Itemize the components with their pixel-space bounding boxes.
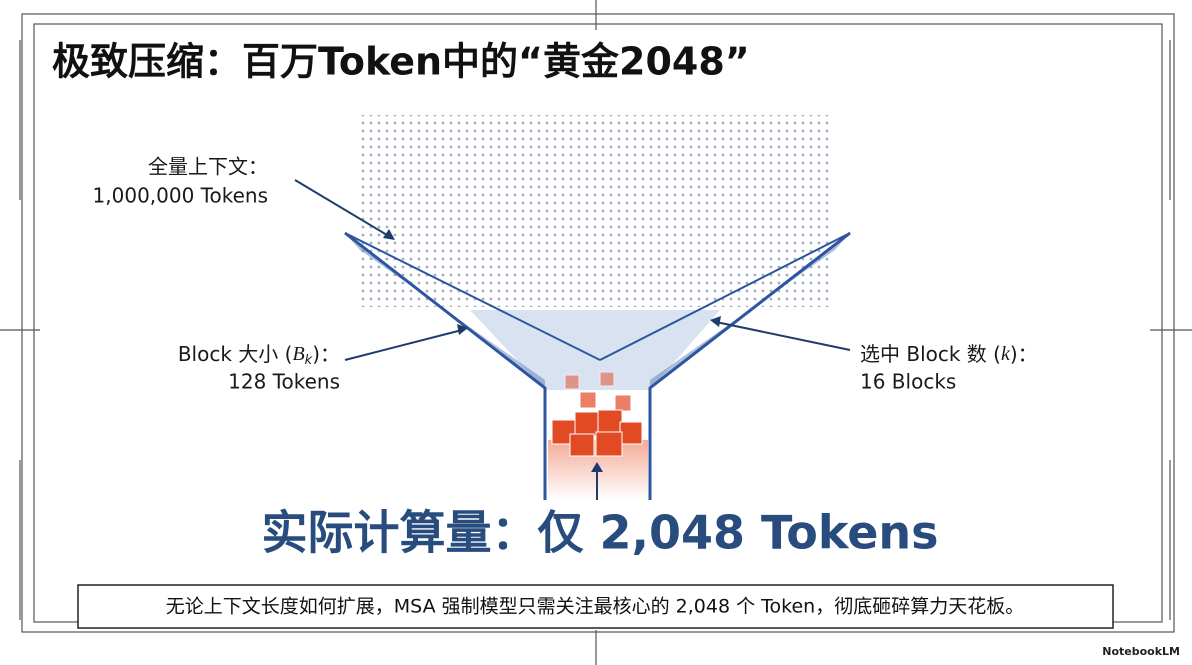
selected-arrow [715, 321, 851, 351]
token-grid [360, 115, 830, 307]
label-part: )： [1010, 342, 1038, 366]
label-part: 选中 Block 数 ( [860, 342, 1001, 366]
block-size-label: Block 大小 (Bk)： [178, 342, 340, 368]
arrow-head [710, 316, 721, 327]
symbol: k [1001, 343, 1011, 365]
selected-label: 选中 Block 数 (k)： [860, 342, 1038, 366]
watermark: NotebookLM [1102, 645, 1180, 658]
arrow-head [383, 229, 395, 240]
label-part: )： [312, 342, 340, 366]
context-arrow [294, 179, 393, 239]
selected-blocks [551, 371, 643, 457]
subscript: k [305, 353, 313, 368]
context-label: 全量上下文： [148, 155, 268, 179]
block-size-value: 128 Tokens [228, 370, 340, 394]
arrow-head [457, 324, 468, 335]
right-wing-edge [648, 231, 851, 500]
caption-box [77, 584, 1114, 629]
context-value: 1,000,000 Tokens [93, 184, 268, 208]
selected-value: 16 Blocks [860, 370, 956, 394]
left-wing-inner [344, 232, 601, 361]
arrow-head [591, 462, 603, 472]
result: 实际计算量：仅 2,048 Tokens [261, 506, 938, 560]
left-wing-edge [344, 231, 547, 500]
symbol: B [292, 343, 304, 365]
caption: 无论上下文长度如何扩展，MSA 强制模型只需关注最核心的 2,048 个 Tok… [166, 596, 1024, 618]
label-part: Block 大小 ( [178, 342, 293, 366]
block-size-arrow [344, 329, 463, 361]
right-wing-inner [599, 232, 851, 361]
title: 极致压缩：百万Token中的“黄金2048” [52, 40, 750, 84]
